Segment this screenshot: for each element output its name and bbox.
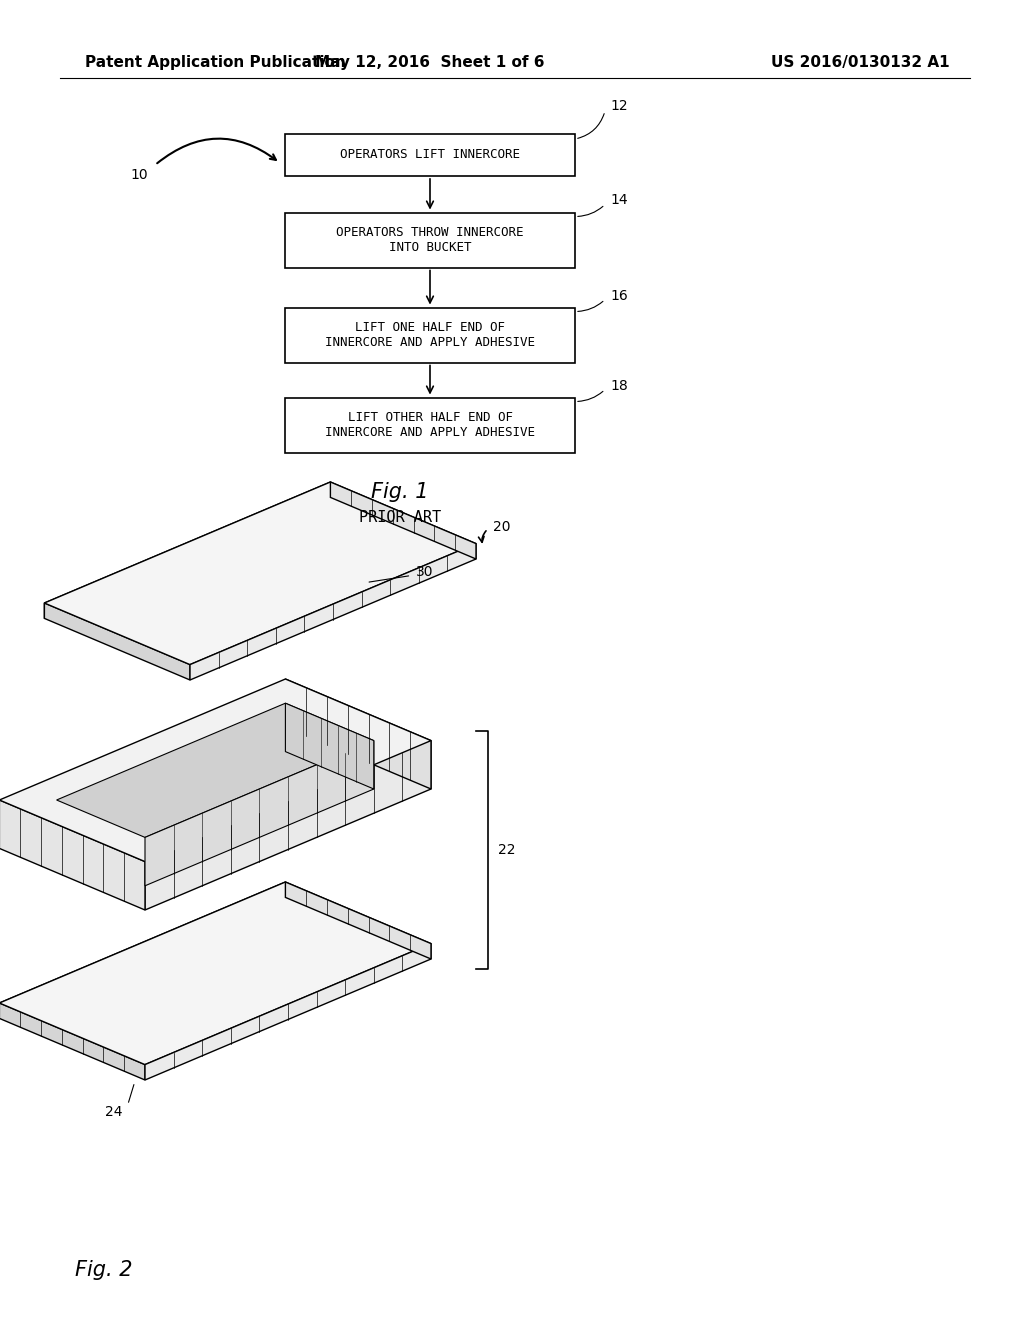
Text: 20: 20	[493, 520, 510, 533]
Text: OPERATORS LIFT INNERCORE: OPERATORS LIFT INNERCORE	[340, 149, 520, 161]
Polygon shape	[286, 678, 431, 789]
Polygon shape	[145, 741, 374, 886]
Polygon shape	[44, 603, 190, 680]
Polygon shape	[0, 678, 431, 862]
Text: 16: 16	[610, 289, 628, 302]
Polygon shape	[331, 482, 476, 558]
Bar	[285, 135, 575, 176]
Text: Fig. 2: Fig. 2	[75, 1261, 132, 1280]
Text: 22: 22	[498, 842, 515, 857]
Polygon shape	[145, 741, 431, 909]
Text: US 2016/0130132 A1: US 2016/0130132 A1	[771, 54, 950, 70]
Polygon shape	[0, 882, 431, 1065]
Text: 10: 10	[130, 168, 148, 182]
Text: Fig. 1: Fig. 1	[372, 482, 429, 502]
Polygon shape	[0, 800, 145, 909]
Text: 28: 28	[280, 789, 297, 804]
Polygon shape	[56, 704, 374, 837]
Text: 14: 14	[610, 194, 628, 207]
Text: May 12, 2016  Sheet 1 of 6: May 12, 2016 Sheet 1 of 6	[315, 54, 545, 70]
Text: LIFT ONE HALF END OF
INNERCORE AND APPLY ADHESIVE: LIFT ONE HALF END OF INNERCORE AND APPLY…	[325, 321, 535, 348]
Polygon shape	[44, 482, 476, 664]
Polygon shape	[0, 882, 286, 1019]
Polygon shape	[145, 944, 431, 1080]
Polygon shape	[190, 544, 476, 680]
Bar	[285, 213, 575, 268]
Text: 18: 18	[610, 379, 628, 392]
Text: 12: 12	[610, 99, 628, 114]
Polygon shape	[0, 1003, 145, 1080]
Text: LIFT OTHER HALF END OF
INNERCORE AND APPLY ADHESIVE: LIFT OTHER HALF END OF INNERCORE AND APP…	[325, 411, 535, 440]
Bar	[285, 308, 575, 363]
Polygon shape	[44, 482, 331, 618]
Bar	[285, 397, 575, 453]
Polygon shape	[286, 882, 431, 960]
Text: PRIOR ART: PRIOR ART	[359, 511, 441, 525]
Text: 24: 24	[105, 1105, 123, 1119]
Polygon shape	[286, 704, 374, 789]
Text: OPERATORS THROW INNERCORE
INTO BUCKET: OPERATORS THROW INNERCORE INTO BUCKET	[336, 226, 523, 253]
Text: Patent Application Publication: Patent Application Publication	[85, 54, 346, 70]
Text: 30: 30	[417, 565, 434, 579]
Text: 26: 26	[12, 817, 30, 832]
